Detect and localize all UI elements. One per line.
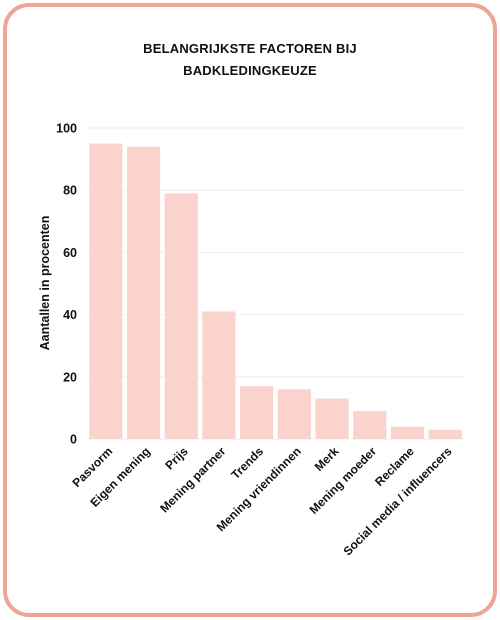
bar-2 — [164, 193, 198, 439]
bar-7 — [353, 411, 387, 439]
x-tick-label: Mening partner — [157, 444, 228, 515]
x-tick-label: Prijs — [162, 444, 191, 473]
y-tick-label: 0 — [70, 433, 77, 447]
bar-8 — [390, 426, 425, 439]
y-tick-label: 100 — [56, 122, 77, 136]
y-tick-label: 20 — [63, 370, 77, 384]
chart-title-line-1: BELANGRIJKSTE FACTOREN BIJ — [143, 41, 357, 56]
bar-5 — [277, 389, 311, 439]
y-tick-labels: 0 20 40 60 80 100 — [56, 122, 77, 447]
y-tick-label: 40 — [63, 308, 77, 322]
bar-1 — [126, 146, 161, 439]
bar-4 — [240, 386, 274, 439]
x-tick-label: Mening moeder — [307, 444, 380, 517]
x-tick-label: Merk — [312, 444, 342, 474]
y-axis-label: Aantallen in procenten — [38, 216, 52, 351]
y-tick-label: 80 — [63, 184, 77, 198]
chart-frame — [3, 3, 497, 617]
chart-title: BELANGRIJKSTE FACTOREN BIJ BADKLEDINGKEU… — [0, 38, 500, 82]
bar-6 — [315, 398, 349, 439]
bars — [89, 143, 462, 440]
bar-9 — [428, 429, 462, 439]
bar-3 — [202, 311, 236, 439]
bar-0 — [89, 143, 123, 440]
y-tick-label: 60 — [63, 246, 77, 260]
chart-title-line-2: BADKLEDINGKEUZE — [183, 63, 317, 78]
